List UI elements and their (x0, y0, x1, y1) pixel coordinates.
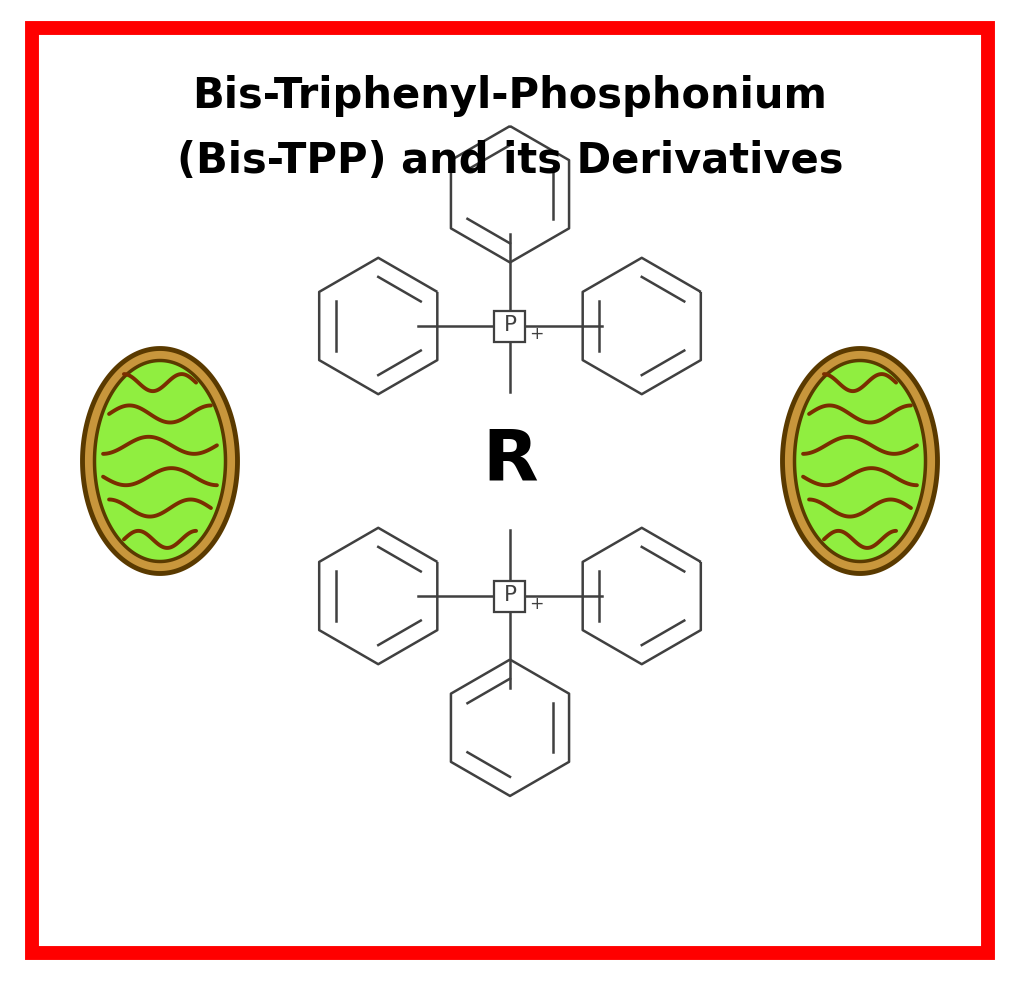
Polygon shape (782, 348, 936, 574)
FancyBboxPatch shape (32, 28, 987, 953)
Text: P: P (503, 315, 516, 336)
Polygon shape (95, 360, 225, 561)
Text: +: + (529, 594, 543, 613)
Text: P: P (503, 586, 516, 605)
FancyBboxPatch shape (494, 581, 525, 611)
Polygon shape (83, 348, 237, 574)
Polygon shape (794, 360, 924, 561)
Text: (Bis-TPP) and its Derivatives: (Bis-TPP) and its Derivatives (176, 140, 843, 182)
Text: Bis-Triphenyl-Phosphonium: Bis-Triphenyl-Phosphonium (193, 75, 826, 117)
FancyBboxPatch shape (494, 311, 525, 341)
Text: R: R (482, 427, 537, 495)
Text: +: + (529, 325, 543, 342)
